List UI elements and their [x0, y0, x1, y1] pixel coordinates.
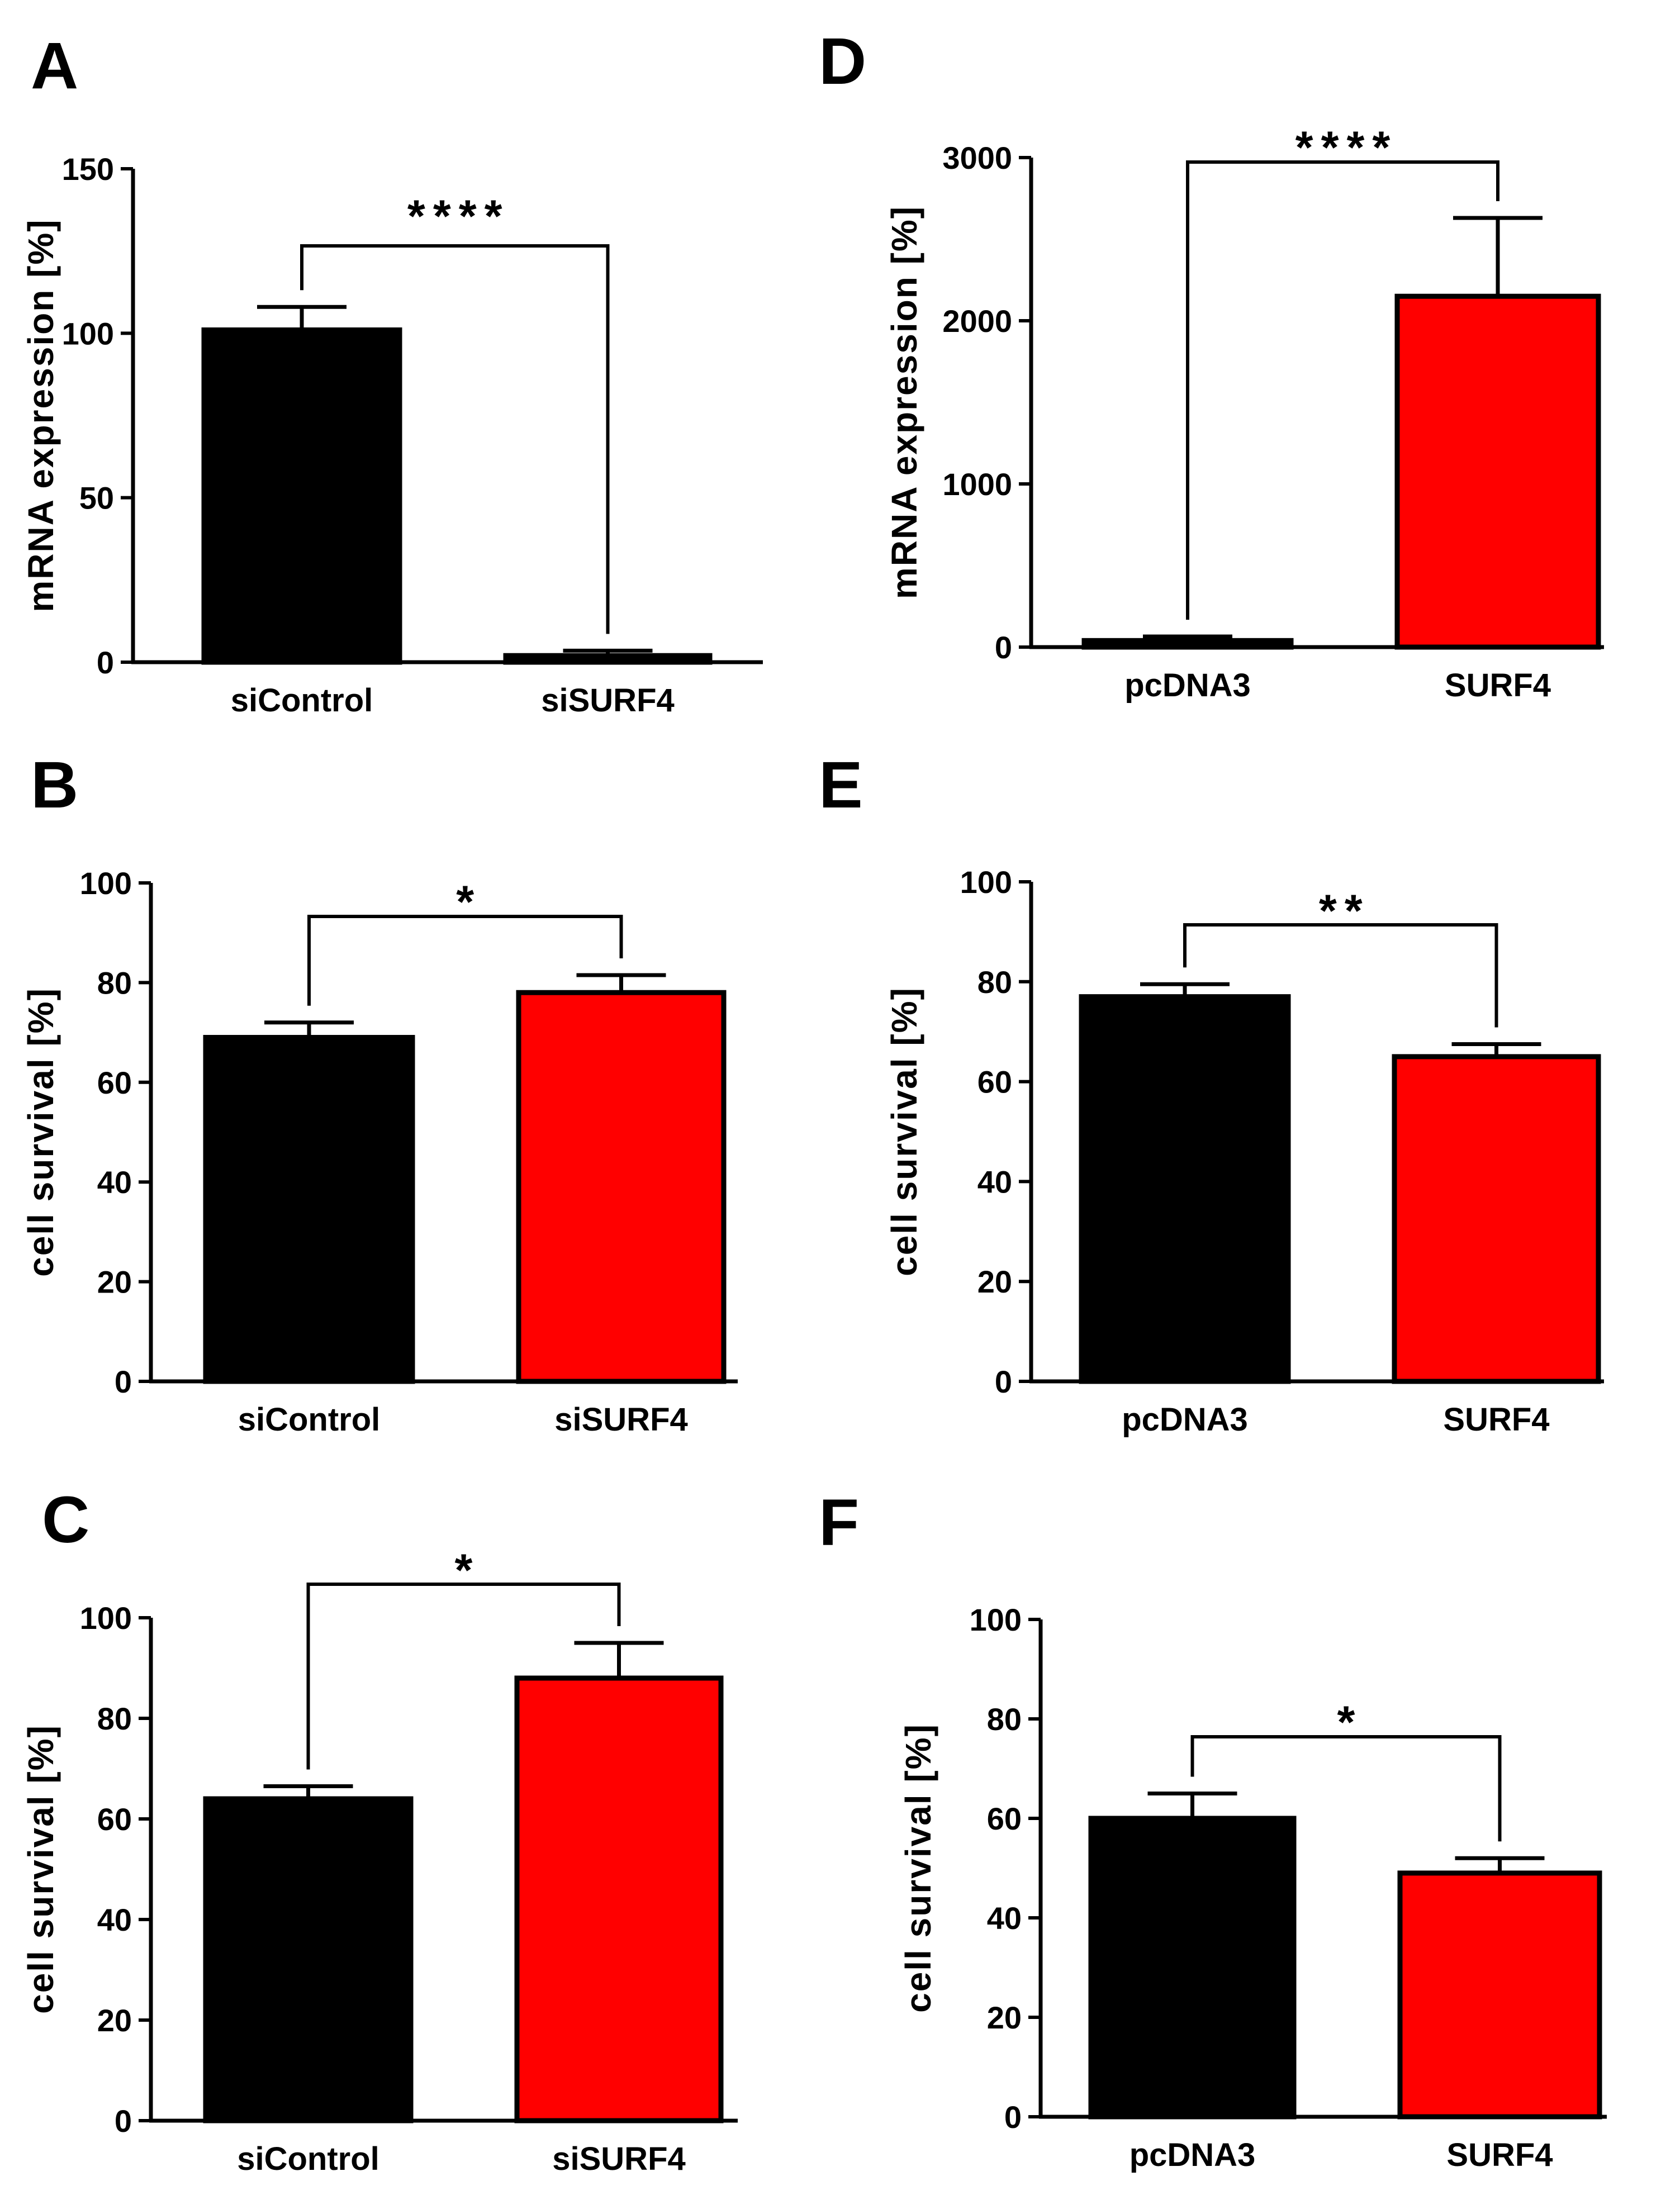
x-category-label: siControl: [238, 1401, 381, 1438]
y-tick-label: 0: [995, 1364, 1012, 1399]
y-axis-title: mRNA expression [%]: [884, 206, 924, 599]
y-tick-label: 50: [79, 481, 114, 516]
significance-stars: **: [1319, 886, 1370, 937]
panel-f: F 0 20 40 60 80 100 cell survival [%] pcDNA3 SURF…: [819, 1486, 1607, 2173]
panel-letter-f: F: [819, 1486, 859, 1560]
y-tick-label: 60: [97, 1065, 132, 1100]
y-tick-label: 0: [97, 645, 114, 680]
y-tick-label: 20: [987, 2000, 1022, 2035]
y-tick-label: 100: [62, 316, 114, 351]
y-tick-label: 60: [977, 1065, 1012, 1100]
significance-stars: *: [1337, 1697, 1363, 1748]
significance-bracket: [306, 1583, 621, 1770]
y-tick-label: 100: [80, 866, 132, 901]
bar-control: [203, 1035, 415, 1384]
y-tick-label: 20: [977, 1264, 1012, 1299]
x-category-label: SURF4: [1443, 1401, 1549, 1438]
bar-control: [203, 1796, 414, 2123]
bar-control: [1088, 1816, 1297, 2120]
y-tick-label: 100: [960, 864, 1012, 900]
significance-bracket: [1183, 923, 1498, 1028]
x-category-label: siSURF4: [541, 682, 675, 719]
y-tick-label: 20: [97, 1265, 132, 1300]
y-tick-label: 0: [995, 630, 1012, 665]
y-tick-label: 20: [97, 2003, 132, 2038]
bar-treatment: [1397, 1870, 1602, 2120]
panel-letter-b: B: [31, 748, 78, 822]
panel-d: D 0 1000 2000 3000 mRNA expression [%] pcDNA3 S…: [819, 25, 1604, 704]
y-tick-label: 40: [97, 1165, 132, 1200]
panel-e: E 0 20 40 60 80 100 cell survival [%] pcDNA3 SURF…: [819, 748, 1604, 1438]
significance-stars: *: [455, 1545, 481, 1596]
y-tick-label: 80: [977, 965, 1012, 1000]
bar-treatment: [1394, 293, 1601, 650]
panel-letter-a: A: [31, 29, 78, 103]
panel-letter-d: D: [819, 25, 866, 98]
y-tick-label: 80: [97, 1701, 132, 1736]
x-category-label: siControl: [237, 2141, 379, 2177]
significance-stars: ****: [1295, 122, 1398, 173]
y-tick-label: 60: [97, 1802, 132, 1837]
y-tick-label: 40: [987, 1901, 1022, 1936]
bar-treatment: [516, 990, 727, 1384]
bar-control: [1079, 994, 1291, 1384]
y-tick-label: 0: [115, 1364, 132, 1399]
y-axis-title: cell survival [%]: [884, 987, 924, 1276]
x-category-label: SURF4: [1446, 2137, 1553, 2173]
y-tick-label: 100: [970, 1602, 1022, 1637]
y-tick-label: 3000: [942, 140, 1012, 175]
significance-stars: ****: [407, 191, 510, 242]
y-tick-label: 40: [977, 1164, 1012, 1199]
significance-stars: *: [456, 877, 482, 928]
panel-letter-e: E: [819, 748, 863, 822]
x-category-label: siControl: [231, 682, 373, 719]
y-axis-title: cell survival [%]: [898, 1723, 938, 2013]
significance-bracket: [1190, 1735, 1502, 1842]
y-axis-title: mRNA expression [%]: [21, 218, 61, 612]
y-tick-label: 80: [987, 1702, 1022, 1737]
bar-treatment: [514, 1675, 724, 2123]
bar-control: [201, 327, 402, 665]
panel-letter-c: C: [42, 1483, 89, 1557]
panel-c: C 0 20 40 60 80 100 cell survival [%] siControl s…: [21, 1483, 738, 2177]
y-tick-label: 40: [97, 1902, 132, 1937]
x-category-label: SURF4: [1445, 667, 1551, 704]
y-tick-label: 0: [115, 2103, 132, 2139]
y-tick-label: 100: [80, 1600, 132, 1636]
x-category-label: siSURF4: [552, 2141, 686, 2177]
y-tick-label: 60: [987, 1801, 1022, 1836]
y-tick-label: 1000: [942, 467, 1012, 502]
bar-treatment: [1392, 1054, 1601, 1384]
x-category-label: siSURF4: [554, 1401, 688, 1438]
significance-bracket: [300, 244, 610, 634]
y-axis-title: cell survival [%]: [21, 1724, 61, 2014]
x-category-label: pcDNA3: [1124, 667, 1251, 704]
y-axis-title: cell survival [%]: [21, 987, 61, 1277]
y-tick-label: 80: [97, 965, 132, 1000]
y-tick-label: 2000: [942, 303, 1012, 339]
x-category-label: pcDNA3: [1130, 2137, 1256, 2173]
y-tick-label: 0: [1004, 2099, 1022, 2135]
panel-b: B 0 20 40 60 80 100 cell survival [%] siControl s…: [21, 748, 738, 1438]
y-tick-label: 150: [62, 151, 114, 187]
x-category-label: pcDNA3: [1122, 1401, 1248, 1438]
significance-bracket: [1186, 160, 1499, 620]
significance-bracket: [307, 915, 623, 1006]
